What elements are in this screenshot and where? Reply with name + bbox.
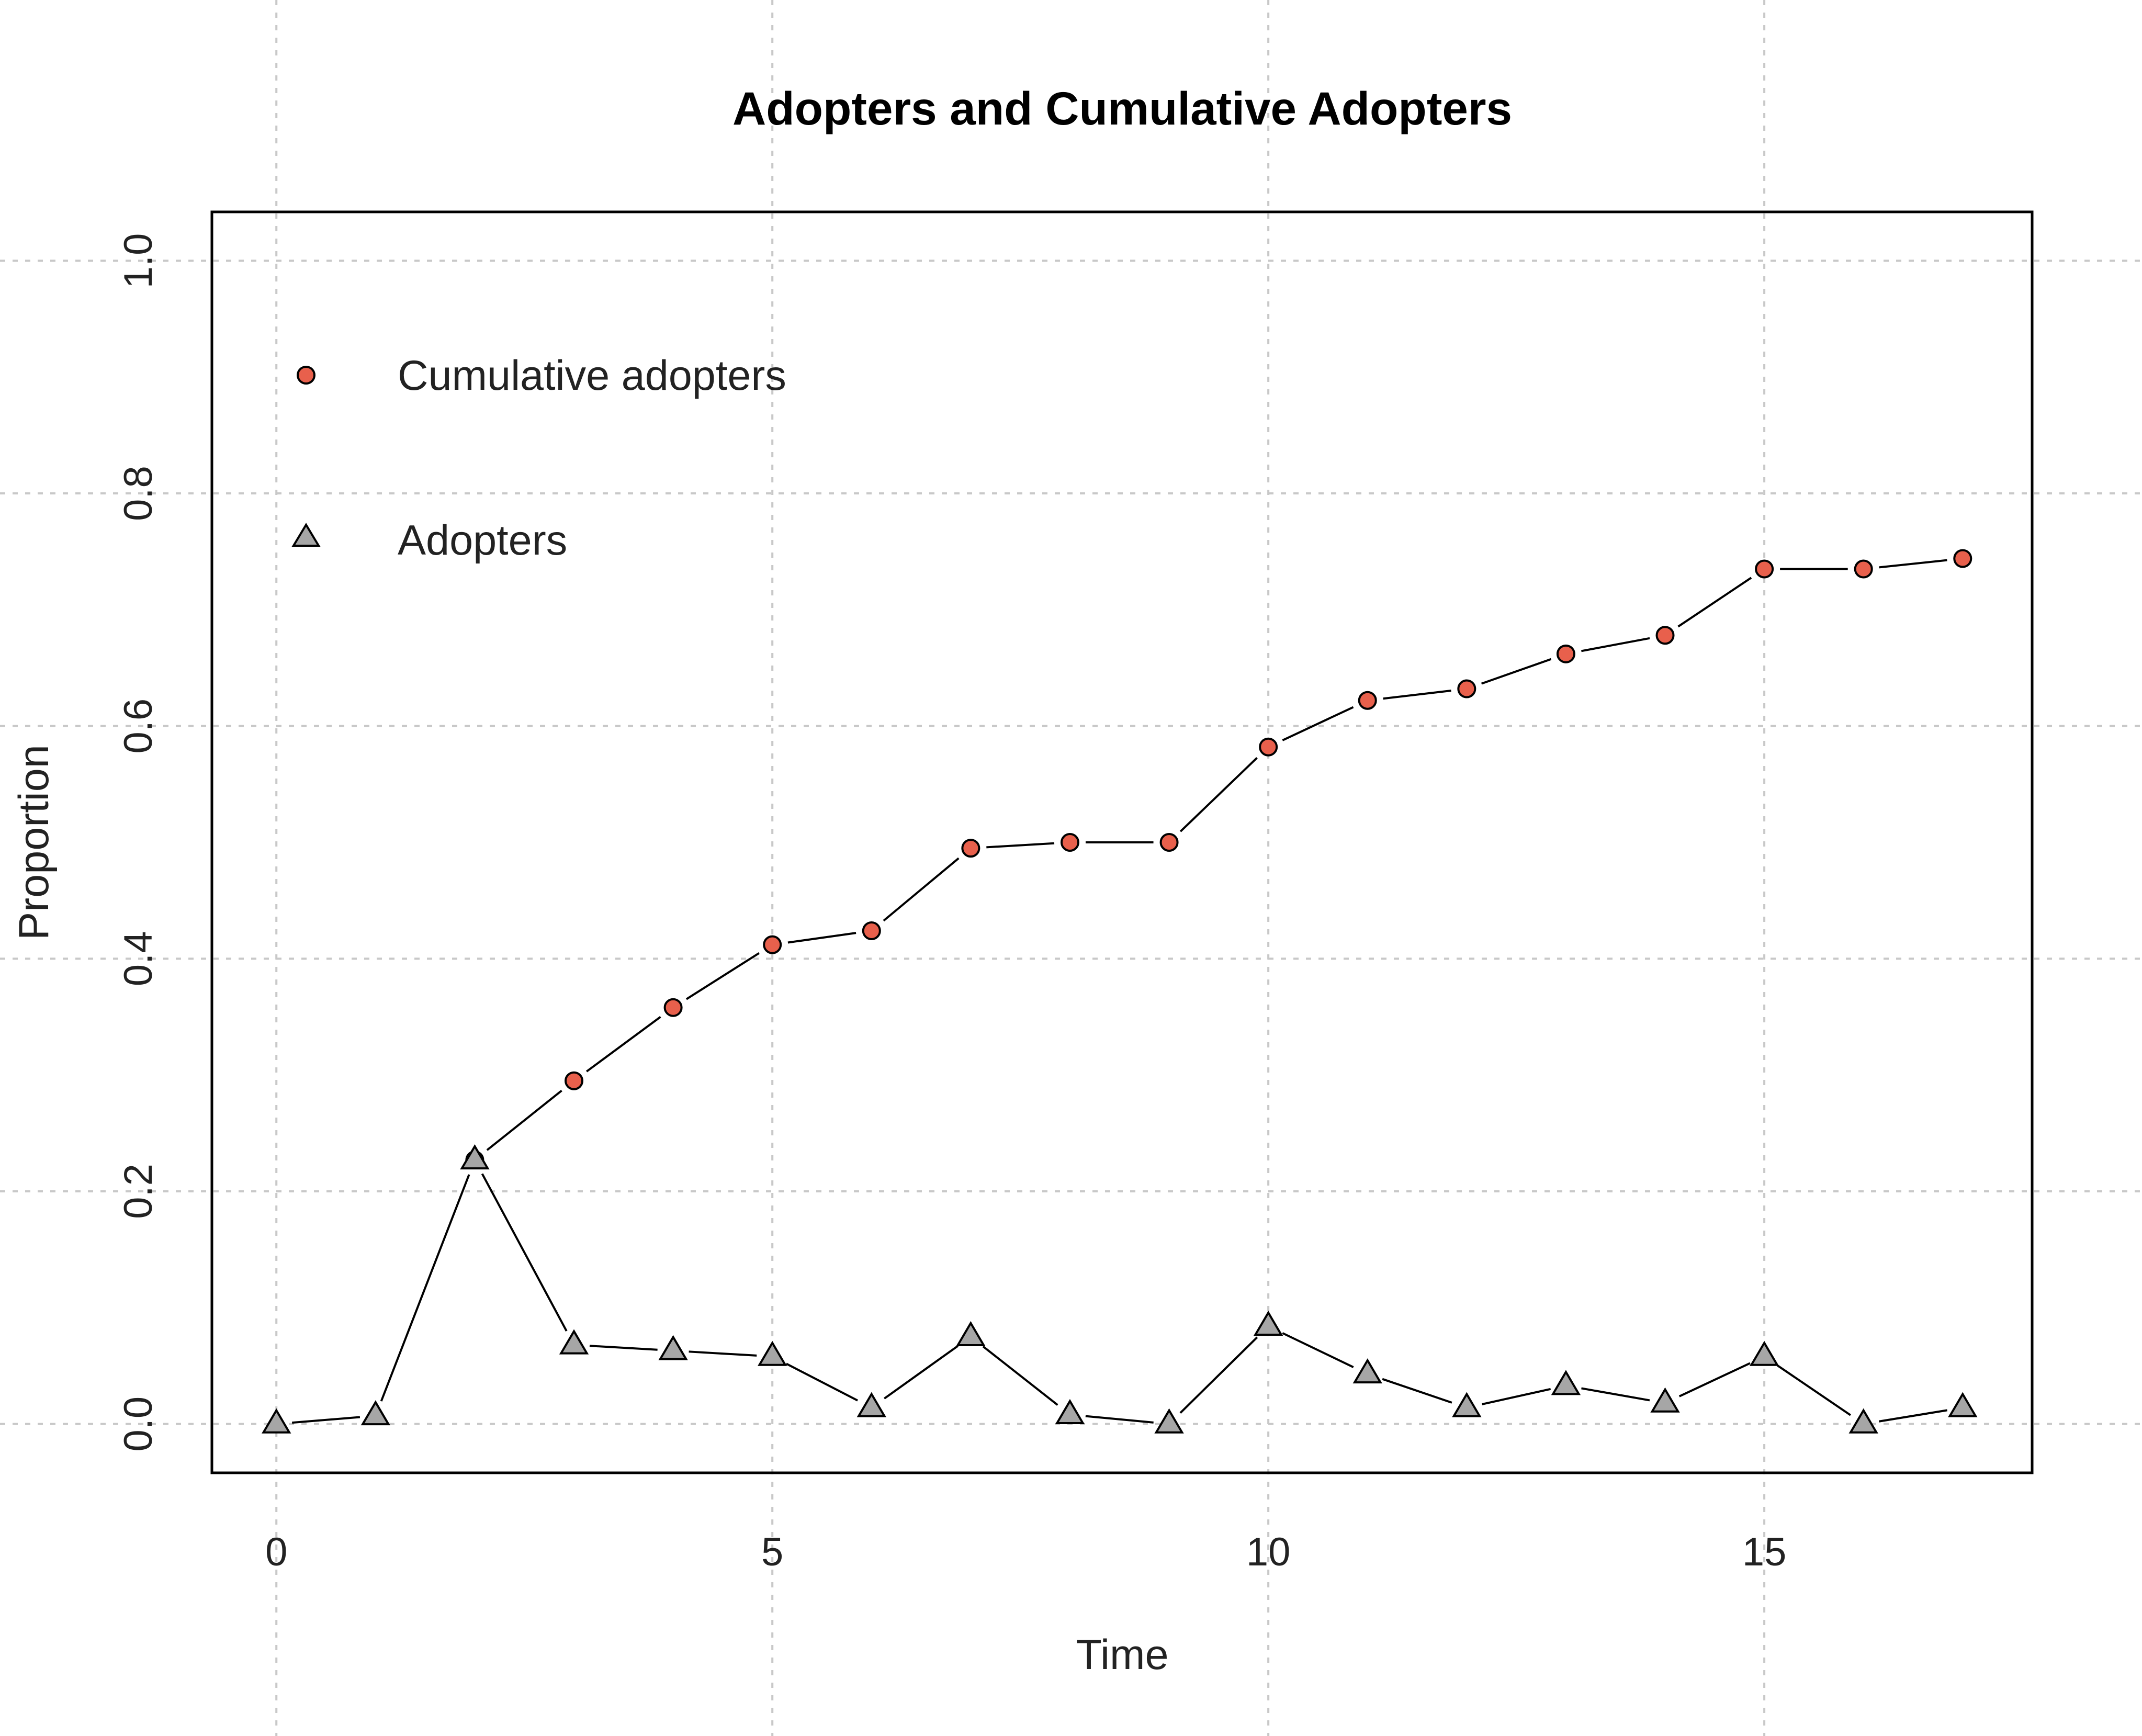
x-tick-label: 15	[1742, 1530, 1787, 1574]
series-segment-cumulative-adopters	[1879, 559, 1947, 569]
data-point-adopters	[1848, 1408, 1878, 1434]
y-axis-label: Proportion	[10, 745, 58, 940]
series-segment-cumulative-adopters	[1481, 658, 1552, 685]
data-point-cumulative-adopters	[1755, 559, 1774, 579]
series-layer	[262, 549, 1978, 1434]
series-segment-cumulative-adopters	[986, 842, 1055, 849]
axis-ticks: 0 5 10 15 0.0 0.2 0.4 0.6 0.8 1.0	[116, 233, 1786, 1574]
data-point-cumulative-adopters	[1060, 833, 1079, 852]
series-segment-adopters	[589, 1345, 658, 1351]
data-point-adopters	[1650, 1387, 1680, 1413]
series-segment-cumulative-adopters	[1383, 690, 1451, 700]
series-segment-cumulative-adopters	[1677, 577, 1752, 628]
data-point-adopters	[1551, 1370, 1581, 1395]
data-point-adopters	[658, 1335, 688, 1360]
legend-label-cumulative-adopters: Cumulative adopters	[398, 352, 786, 399]
series-segment-adopters	[481, 1173, 568, 1332]
x-axis-label: Time	[1076, 1631, 1169, 1678]
data-point-adopters	[460, 1144, 490, 1170]
data-point-adopters	[1352, 1358, 1382, 1384]
series-segment-cumulative-adopters	[1179, 757, 1258, 832]
series-segment-adopters	[380, 1174, 470, 1402]
series-segment-cumulative-adopters	[585, 1016, 661, 1073]
data-point-cumulative-adopters	[961, 839, 980, 858]
y-tick-label: 0.8	[116, 466, 161, 521]
legend: Cumulative adopters Adopters	[291, 352, 786, 564]
series-segment-adopters	[1085, 1415, 1154, 1424]
series-segment-adopters	[1776, 1364, 1852, 1416]
data-point-adopters	[757, 1340, 787, 1366]
data-point-adopters	[1749, 1340, 1779, 1366]
data-point-adopters	[856, 1392, 886, 1417]
x-tick-label: 5	[761, 1530, 783, 1574]
data-point-adopters	[956, 1321, 986, 1346]
y-tick-label: 0.6	[116, 698, 161, 754]
series-segment-adopters	[982, 1345, 1058, 1406]
data-point-adopters	[1055, 1399, 1085, 1424]
series-segment-adopters	[1878, 1409, 1948, 1423]
series-segment-adopters	[1282, 1332, 1354, 1368]
data-point-adopters	[1948, 1392, 1978, 1417]
series-segment-adopters	[884, 1345, 959, 1400]
legend-label-adopters: Adopters	[398, 517, 567, 564]
legend-marker-adopters	[291, 523, 321, 547]
data-point-cumulative-adopters	[1159, 833, 1179, 852]
data-point-adopters	[1452, 1392, 1482, 1417]
series-segment-cumulative-adopters	[1581, 637, 1650, 652]
x-tick-label: 0	[265, 1530, 287, 1574]
y-tick-label: 1.0	[116, 233, 161, 289]
data-point-cumulative-adopters	[1259, 737, 1278, 757]
series-segment-adopters	[1482, 1388, 1551, 1405]
series-segment-adopters	[1581, 1387, 1650, 1402]
data-point-cumulative-adopters	[1655, 626, 1675, 645]
series-segment-cumulative-adopters	[486, 1089, 562, 1151]
data-point-cumulative-adopters	[862, 921, 881, 940]
data-point-cumulative-adopters	[1457, 679, 1476, 698]
y-tick-label: 0.0	[116, 1396, 161, 1452]
x-tick-label: 10	[1246, 1530, 1291, 1574]
data-point-cumulative-adopters	[1953, 549, 1972, 568]
series-segment-cumulative-adopters	[685, 952, 760, 1000]
series-segment-adopters	[291, 1416, 360, 1424]
series-segment-cumulative-adopters	[787, 932, 856, 944]
data-point-cumulative-adopters	[1358, 691, 1377, 710]
data-point-cumulative-adopters	[1854, 559, 1873, 579]
series-segment-cumulative-adopters	[1282, 706, 1354, 741]
series-segment-adopters	[1179, 1336, 1258, 1414]
y-tick-label: 0.2	[116, 1164, 161, 1219]
series-segment-cumulative-adopters	[883, 857, 960, 922]
data-point-cumulative-adopters	[763, 935, 782, 954]
series-segment-adopters	[1678, 1362, 1751, 1397]
y-tick-label: 0.4	[116, 931, 161, 986]
legend-marker-cumulative-adopters	[297, 366, 315, 385]
data-point-cumulative-adopters	[1556, 644, 1575, 663]
data-point-adopters	[360, 1400, 391, 1426]
data-point-adopters	[1253, 1310, 1283, 1336]
data-point-adopters	[262, 1408, 291, 1434]
series-segment-adopters	[689, 1350, 757, 1357]
data-point-adopters	[559, 1329, 589, 1355]
series-segment-adopters	[785, 1362, 859, 1402]
chart-title: Adopters and Cumulative Adopters	[732, 82, 1512, 134]
data-point-cumulative-adopters	[565, 1071, 584, 1090]
series-segment-adopters	[1382, 1378, 1452, 1404]
plot-frame	[210, 210, 2034, 1474]
data-point-cumulative-adopters	[663, 998, 683, 1017]
data-point-adopters	[1154, 1408, 1184, 1434]
